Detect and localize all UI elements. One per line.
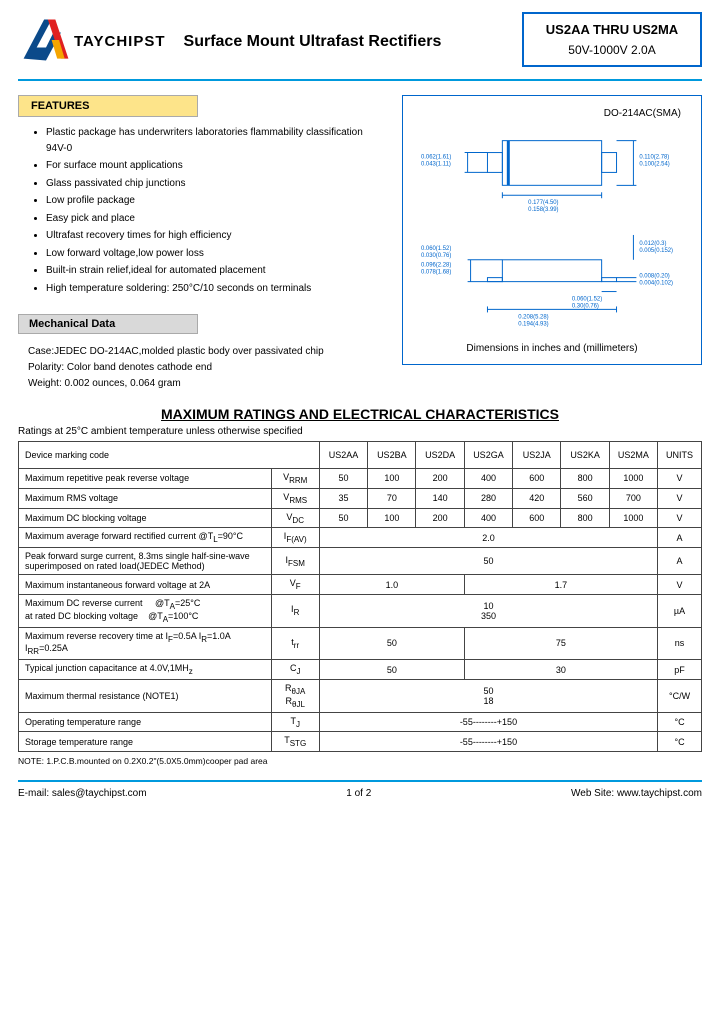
svg-text:0.004(0.102): 0.004(0.102): [639, 281, 673, 287]
header-divider: [18, 79, 702, 81]
svg-text:0.096(2.28): 0.096(2.28): [421, 263, 451, 269]
svg-text:0.043(1.11): 0.043(1.11): [421, 161, 451, 167]
page-header: TAYCHIPST Surface Mount Ultrafast Rectif…: [18, 12, 702, 71]
feature-item: Ultrafast recovery times for high effici…: [46, 228, 382, 244]
feature-item: Easy pick and place: [46, 211, 382, 227]
part-spec-box: US2AA THRU US2MA 50V-1000V 2.0A: [522, 12, 702, 67]
part-range: US2AA THRU US2MA: [538, 22, 686, 37]
feature-item: Low forward voltage,low power loss: [46, 246, 382, 262]
mechanical-heading: Mechanical Data: [18, 314, 198, 334]
brand-block: TAYCHIPST: [18, 12, 166, 71]
package-caption: Dimensions in inches and (millimeters): [403, 343, 701, 354]
svg-text:0.158(3.99): 0.158(3.99): [528, 207, 558, 213]
voltage-current-range: 50V-1000V 2.0A: [538, 43, 686, 57]
feature-item: Built-in strain relief,ideal for automat…: [46, 263, 382, 279]
mech-polarity: Polarity: Color band denotes cathode end: [28, 360, 382, 376]
top-two-column: FEATURES Plastic package has underwriter…: [18, 95, 702, 392]
mech-weight: Weight: 0.002 ounces, 0.064 gram: [28, 376, 382, 392]
ratings-footnote: NOTE: 1.P.C.B.mounted on 0.2X0.2"(5.0X5.…: [18, 756, 702, 766]
feature-item: High temperature soldering: 250°C/10 sec…: [46, 281, 382, 297]
logo-icon: [18, 12, 74, 71]
svg-text:0.062(1.61): 0.062(1.61): [421, 155, 451, 161]
svg-text:0.012(0.3): 0.012(0.3): [639, 241, 666, 247]
svg-text:0.110(2.78): 0.110(2.78): [639, 155, 669, 161]
ratings-condition-note: Ratings at 25°C ambient temperature unle…: [18, 426, 702, 437]
left-column: FEATURES Plastic package has underwriter…: [18, 95, 382, 392]
mech-case: Case:JEDEC DO-214AC,molded plastic body …: [28, 344, 382, 360]
brand-name: TAYCHIPST: [74, 33, 166, 50]
package-diagram-svg: 0.062(1.61) 0.043(1.11) 0.110(2.78) 0.10…: [413, 106, 691, 354]
features-list: Plastic package has underwriters laborat…: [18, 125, 382, 296]
right-column: DO-214AC(SMA) 0.062(1.61) 0.043(1.11): [402, 95, 702, 392]
feature-item: Glass passivated chip junctions: [46, 176, 382, 192]
svg-text:0.177(4.50): 0.177(4.50): [528, 200, 558, 206]
features-heading: FEATURES: [18, 95, 198, 117]
package-title: DO-214AC(SMA): [604, 108, 681, 119]
footer-page-number: 1 of 2: [346, 788, 371, 799]
feature-item: Low profile package: [46, 193, 382, 209]
page-title: Surface Mount Ultrafast Rectifiers: [184, 33, 510, 51]
svg-text:0.030(0.76): 0.030(0.76): [421, 253, 451, 259]
package-diagram-box: DO-214AC(SMA) 0.062(1.61) 0.043(1.11): [402, 95, 702, 365]
svg-text:0.008(0.20): 0.008(0.20): [639, 274, 669, 280]
svg-text:0.100(2.54): 0.100(2.54): [639, 161, 669, 167]
feature-item: For surface mount applications: [46, 158, 382, 174]
svg-text:0.078(1.68): 0.078(1.68): [421, 270, 451, 276]
datasheet-page: TAYCHIPST Surface Mount Ultrafast Rectif…: [0, 0, 720, 811]
ratings-table: Device marking codeUS2AAUS2BAUS2DAUS2GAU…: [18, 441, 702, 752]
svg-text:0.208(5.28): 0.208(5.28): [518, 314, 548, 320]
feature-item: Plastic package has underwriters laborat…: [46, 125, 382, 156]
svg-text:0.060(1.52): 0.060(1.52): [421, 246, 451, 252]
footer-website: Web Site: www.taychipst.com: [571, 788, 702, 799]
footer-email: E-mail: sales@taychipst.com: [18, 788, 147, 799]
mechanical-data: Case:JEDEC DO-214AC,molded plastic body …: [18, 344, 382, 392]
svg-text:0.30(0.76): 0.30(0.76): [572, 303, 599, 309]
page-footer: E-mail: sales@taychipst.com 1 of 2 Web S…: [18, 782, 702, 799]
svg-text:0.060(1.52): 0.060(1.52): [572, 296, 602, 302]
svg-text:0.005(0.152): 0.005(0.152): [639, 248, 673, 254]
ratings-section-title: MAXIMUM RATINGS AND ELECTRICAL CHARACTER…: [18, 406, 702, 422]
svg-text:0.194(4.93): 0.194(4.93): [518, 321, 548, 327]
